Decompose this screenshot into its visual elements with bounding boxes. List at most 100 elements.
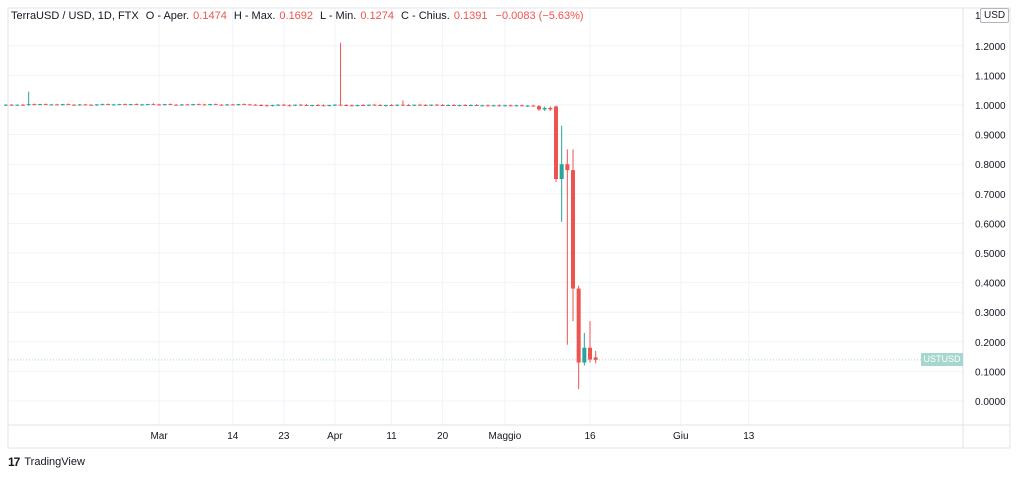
candle-body: [440, 105, 445, 106]
candle-body: [446, 105, 451, 106]
candle-body: [21, 104, 26, 106]
tradingview-logo-icon: 17: [8, 455, 20, 469]
candle-body: [270, 105, 275, 106]
candle-body: [225, 104, 230, 106]
candle-body: [94, 104, 99, 106]
candle-body: [140, 104, 145, 106]
candle-body: [372, 104, 377, 106]
candle-body: [185, 104, 190, 106]
candle-body: [32, 104, 37, 106]
candle-body: [514, 105, 519, 107]
last-price-label: USTUSD: [921, 353, 963, 366]
candle-body: [525, 105, 530, 107]
candle-body: [213, 104, 218, 106]
candle-body: [4, 104, 8, 106]
candle-body: [202, 104, 207, 106]
open-label: O - Aper.: [145, 10, 190, 22]
low-label: L - Min.: [320, 10, 357, 22]
x-tick-label: 23: [278, 431, 290, 442]
candle-body: [174, 104, 179, 106]
candle-body: [55, 104, 60, 106]
y-tick-label: 0.1000: [975, 367, 1006, 378]
candle-body: [474, 105, 479, 106]
candle-body: [179, 104, 184, 106]
candle-body: [395, 104, 400, 106]
candle-body: [536, 106, 541, 110]
candle-body: [310, 105, 315, 106]
y-tick-label: 1: [975, 11, 981, 22]
candle-body: [230, 104, 235, 106]
candle-body: [389, 105, 394, 106]
footer-branding[interactable]: 17 TradingView: [8, 455, 85, 469]
ohlc-legend: TerraUSD / USD, 1D, FTX O - Aper. 0.1474…: [11, 10, 584, 22]
candle-body: [264, 105, 269, 107]
candle-body: [327, 105, 332, 106]
candle-body: [26, 104, 31, 106]
candle-body: [72, 104, 77, 106]
candle-body: [508, 105, 513, 107]
candle-body: [485, 105, 490, 107]
candle-body: [361, 105, 366, 106]
candle-body: [491, 105, 496, 107]
candle-body: [128, 104, 133, 106]
candle-body: [134, 104, 139, 106]
y-tick-label: 0.0000: [975, 397, 1006, 408]
candle-body: [168, 104, 173, 106]
candle-body: [49, 104, 54, 106]
candle-body: [304, 105, 309, 106]
x-tick-label: 11: [386, 431, 397, 442]
candle-body: [117, 104, 122, 106]
candle-body: [355, 105, 360, 106]
candle-body: [208, 104, 213, 106]
candle-body: [293, 104, 298, 106]
y-tick-label: 1.1000: [975, 71, 1006, 82]
candle-body: [349, 105, 354, 107]
chart-frame: [7, 7, 1011, 449]
y-tick-label: 0.2000: [975, 338, 1006, 349]
x-tick-label: 20: [437, 431, 449, 442]
candle-body: [497, 105, 502, 107]
close-label: C - Chius.: [400, 10, 450, 22]
candle-body: [66, 104, 71, 106]
candle-body: [576, 288, 581, 363]
candle-body: [321, 105, 326, 107]
y-tick-label: 0.9000: [975, 131, 1006, 142]
candle-body: [434, 104, 439, 106]
candle-body: [83, 104, 88, 106]
candle-body: [412, 104, 417, 106]
high-value: 0.1692: [279, 10, 314, 22]
close-value: 0.1391: [453, 10, 488, 22]
candle-body: [253, 104, 258, 106]
candle-body: [542, 107, 547, 110]
candle-body: [196, 104, 201, 106]
candle-body: [457, 105, 462, 106]
y-tick-label: 1.0000: [975, 101, 1006, 112]
y-tick-label: 1.2000: [975, 42, 1006, 53]
candle-body: [242, 104, 247, 106]
candle-body: [417, 104, 422, 106]
candle-body: [106, 104, 111, 106]
candle-body: [332, 104, 337, 106]
x-tick-label: 16: [584, 431, 596, 442]
candle-body: [429, 104, 434, 106]
candle-body: [559, 164, 564, 179]
candle-body: [111, 104, 116, 106]
candle-body: [344, 105, 349, 106]
x-tick-label: Apr: [327, 431, 343, 442]
x-tick-label: Maggio: [489, 431, 522, 442]
candle-body: [276, 104, 281, 106]
candle-body: [123, 104, 128, 106]
candle-body: [38, 104, 43, 106]
candle-body: [247, 104, 252, 106]
currency-unit-button[interactable]: USD: [980, 8, 1010, 23]
candle-body: [383, 105, 388, 106]
candle-body: [571, 170, 575, 289]
candle-body: [468, 105, 473, 106]
candle-body: [366, 104, 371, 106]
x-tick-label: 14: [227, 431, 239, 442]
candle-body: [219, 104, 224, 106]
change-value: −0.0083 (−5.63%): [495, 10, 584, 22]
candle-body: [548, 107, 553, 110]
